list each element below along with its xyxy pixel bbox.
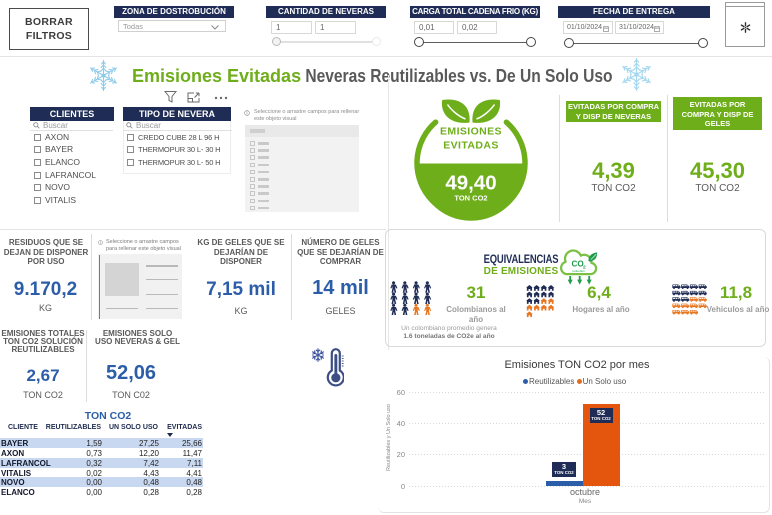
svg-text:TON CO2: TON CO2 [454, 194, 487, 203]
svg-text:EMISIONES: EMISIONES [440, 126, 502, 138]
svg-text:CO: CO [572, 259, 584, 268]
svg-text:EVITADAS: EVITADAS [443, 140, 499, 152]
svg-text:49,40: 49,40 [445, 172, 496, 195]
svg-text:reduction: reduction [572, 269, 585, 273]
svg-text:2: 2 [583, 265, 586, 271]
